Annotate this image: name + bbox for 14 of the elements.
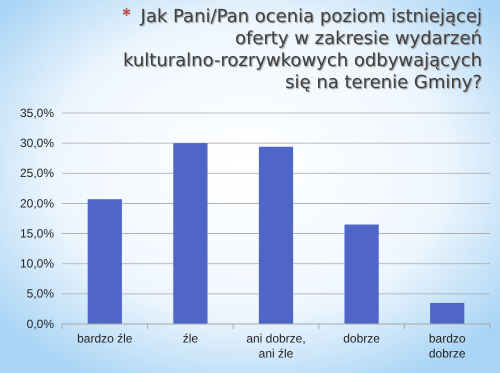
x-tick-label: źle [182,332,198,346]
x-tick-label: bardzo źle [77,332,133,346]
y-tick-label: 35,0% [20,106,54,120]
y-tick-label: 0,0% [26,316,54,331]
x-tick-label: ani dobrze, ani źle [246,332,306,361]
y-tick-label: 30,0% [20,136,54,150]
y-tick-label: 25,0% [20,166,54,180]
y-tick-label: 20,0% [20,196,54,210]
x-tick-label: bardzo dobrze [428,332,466,361]
chart-title: Jak Pani/Pan ocenia poziom istniejącej oferty w zakresie wydarzeń kulturalno-rozrywkowych odbywających się na terenie Gminy? [122,6,482,93]
x-tick-label: dobrze [343,332,380,346]
y-tick-label: 5,0% [26,286,54,301]
y-tick-label: 10,0% [20,256,54,271]
y-tick-label: 15,0% [20,226,54,240]
